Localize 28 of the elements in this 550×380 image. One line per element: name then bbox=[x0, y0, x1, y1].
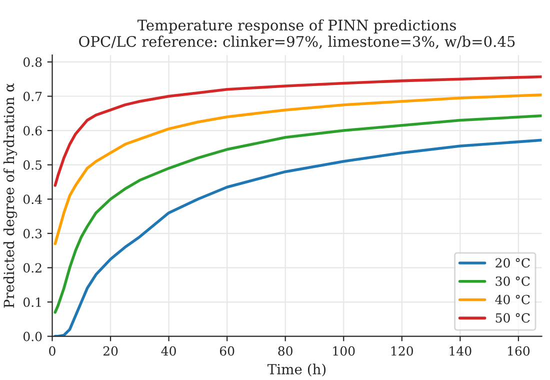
y-tick-label: 0.0 bbox=[23, 332, 42, 342]
y-tick-label: 0.8 bbox=[23, 57, 42, 67]
y-tick-label: 0.7 bbox=[23, 92, 42, 102]
y-tick-label: 0.4 bbox=[23, 194, 42, 204]
x-tick-label: 80 bbox=[278, 346, 292, 356]
x-tick-label: 160 bbox=[508, 346, 530, 356]
x-tick-label: 140 bbox=[450, 346, 472, 356]
chart-title: Temperature response of PINN predictions OPC/LC reference: clinker=97%, limestone=3%, w/b=0.45 bbox=[79, 19, 515, 49]
x-tick-label: 60 bbox=[220, 346, 234, 356]
y-tick-label: 0.3 bbox=[23, 228, 42, 238]
x-tick-label: 20 bbox=[103, 346, 118, 356]
line-series bbox=[54, 75, 542, 187]
legend-label: 50 °C bbox=[496, 313, 530, 323]
line-series bbox=[54, 93, 542, 246]
x-tick-label: 100 bbox=[333, 346, 355, 356]
y-axis-title: Predicted degree of hydration α bbox=[3, 83, 18, 308]
legend-label: 40 °C bbox=[495, 294, 530, 304]
x-axis-title: Time (h) bbox=[267, 364, 326, 376]
x-tick-label: 120 bbox=[391, 346, 413, 356]
legend-label: 30 °C bbox=[496, 276, 530, 286]
y-tick-label: 0.6 bbox=[23, 126, 42, 136]
y-tick-label: 0.5 bbox=[23, 160, 42, 170]
line-series bbox=[54, 114, 542, 314]
x-tick-label: 0 bbox=[49, 346, 56, 356]
legend-label: 20 °C bbox=[496, 258, 530, 268]
x-tick-label: 40 bbox=[161, 346, 176, 356]
y-tick-label: 0.2 bbox=[23, 263, 42, 273]
y-tick-label: 0.1 bbox=[23, 297, 41, 307]
